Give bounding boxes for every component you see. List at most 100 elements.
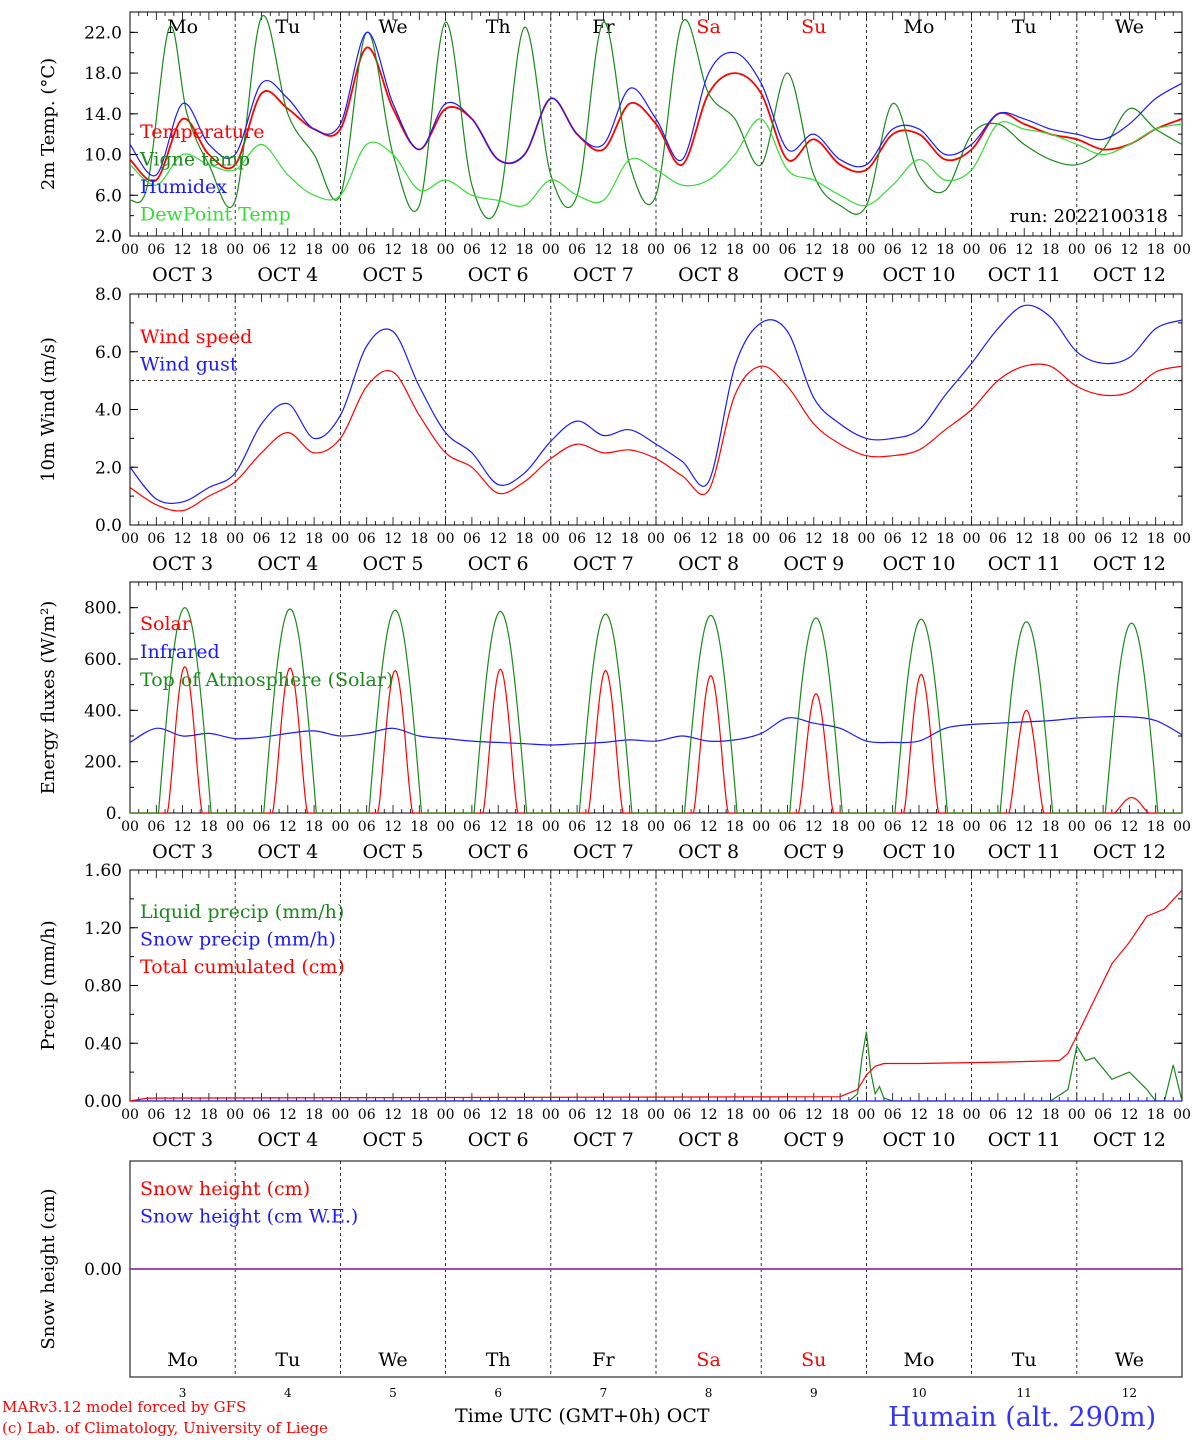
series-line	[130, 889, 1182, 1101]
legend-entry: Total cumulated (cm)	[140, 956, 345, 978]
hour-tick-label: 12	[384, 1107, 402, 1123]
hour-tick-label: 12	[700, 819, 718, 835]
weekday-label: Su	[801, 16, 826, 38]
date-label: OCT 7	[573, 264, 634, 286]
legend-entry: Wind gust	[140, 354, 238, 376]
hour-tick-label: 06	[1094, 819, 1112, 835]
date-label: OCT 11	[988, 264, 1061, 286]
hour-tick-label: 00	[331, 819, 349, 835]
panel-4: 0.00 0.40 0.80 1.20 1.60 Precip (mm/h) 00 06 12 1…	[38, 861, 1191, 1151]
hour-tick-label: 18	[1147, 242, 1165, 258]
hour-tick-label: 06	[463, 1107, 481, 1123]
hour-tick-label: 18	[305, 1107, 323, 1123]
date-label: OCT 6	[468, 1129, 529, 1151]
weekday-label: We	[1115, 1349, 1144, 1371]
hour-tick-label: 18	[1147, 819, 1165, 835]
y-tick-label: 1.60	[84, 861, 122, 881]
hour-tick-label: 06	[568, 242, 586, 258]
weekday-label: Sa	[696, 16, 720, 38]
x-axis-month: OCT	[666, 1405, 710, 1427]
weekday-label: Mo	[904, 1349, 935, 1371]
station-name: Humain (alt. 290m)	[888, 1402, 1157, 1433]
x-axis-title: Time UTC (GMT+0h) OCT	[455, 1405, 710, 1427]
y-tick-label: 2.0	[95, 227, 122, 247]
hour-tick-label: 00	[1173, 531, 1191, 547]
hour-tick-label: 00	[857, 819, 875, 835]
hour-tick-label: 12	[1120, 531, 1138, 547]
hour-tick-label: 12	[1120, 1107, 1138, 1123]
date-label: OCT 10	[882, 264, 955, 286]
y-tick-label: 18.0	[84, 64, 122, 84]
date-label: OCT 9	[783, 264, 844, 286]
hour-tick-label: 18	[621, 1107, 639, 1123]
series-line	[130, 304, 1182, 504]
hour-tick-label: 18	[831, 819, 849, 835]
hour-tick-label: 00	[963, 1107, 981, 1123]
weekday-label: Fr	[592, 1349, 615, 1371]
hour-tick-label: 12	[700, 1107, 718, 1123]
legend-entry: Infrared	[140, 641, 220, 663]
hour-tick-label: 18	[200, 819, 218, 835]
y-tick-label: 0.80	[84, 977, 122, 997]
hour-tick-label: 18	[1042, 819, 1060, 835]
hour-tick-label: 18	[936, 1107, 954, 1123]
hour-tick-label: 12	[594, 242, 612, 258]
legend-entry: Liquid precip (mm/h)	[140, 901, 344, 923]
x-axis-title-text: Time UTC (GMT+0h)	[455, 1405, 661, 1427]
date-label: OCT 12	[1093, 553, 1166, 575]
hour-tick-label: 06	[989, 819, 1007, 835]
hour-tick-label: 00	[437, 531, 455, 547]
hour-tick-label: 18	[621, 242, 639, 258]
hour-tick-label: 18	[200, 1107, 218, 1123]
date-label: OCT 8	[678, 553, 739, 575]
y-axis-label: 10m Wind (m/s)	[38, 337, 59, 482]
hour-tick-label: 12	[174, 1107, 192, 1123]
hour-tick-label: 18	[1042, 242, 1060, 258]
y-axis-label: Snow height (cm)	[38, 1188, 59, 1349]
day-number-label: 5	[389, 1386, 397, 1400]
hour-tick-label: 00	[963, 531, 981, 547]
y-tick-label: 0.	[106, 804, 122, 824]
hour-tick-label: 00	[331, 242, 349, 258]
hour-tick-label: 00	[121, 1107, 139, 1123]
date-label: OCT 8	[678, 1129, 739, 1151]
date-label: OCT 5	[363, 553, 424, 575]
date-label: OCT 12	[1093, 1129, 1166, 1151]
y-tick-label: 1.20	[84, 919, 122, 939]
hour-tick-label: 12	[700, 531, 718, 547]
hour-tick-label: 12	[700, 242, 718, 258]
date-label: OCT 4	[257, 841, 318, 863]
hour-tick-label: 06	[989, 1107, 1007, 1123]
weekday-label: Mo	[904, 16, 935, 38]
hour-tick-label: 06	[884, 1107, 902, 1123]
hour-tick-label: 12	[594, 1107, 612, 1123]
hour-tick-label: 12	[805, 1107, 823, 1123]
hour-tick-label: 18	[200, 531, 218, 547]
hour-tick-label: 06	[1094, 1107, 1112, 1123]
weekday-label: Tu	[1012, 16, 1037, 38]
hour-tick-label: 12	[1120, 819, 1138, 835]
y-tick-label: 0.0	[95, 516, 122, 536]
lab-credit: (c) Lab. of Climatology, University of L…	[2, 1419, 328, 1437]
hour-tick-label: 18	[831, 531, 849, 547]
hour-tick-label: 06	[1094, 242, 1112, 258]
weekday-label: Tu	[275, 16, 300, 38]
series-group	[130, 14, 1182, 220]
y-tick-label: 8.0	[95, 285, 122, 305]
hour-tick-label: 18	[410, 1107, 428, 1123]
legend-entry: Snow height (cm W.E.)	[140, 1206, 358, 1228]
y-axis-label: Precip (mm/h)	[38, 920, 59, 1050]
hour-tick-label: 18	[516, 242, 534, 258]
date-label: OCT 10	[882, 553, 955, 575]
hour-tick-label: 18	[726, 242, 744, 258]
hour-tick-label: 06	[358, 531, 376, 547]
y-axis-label: Energy fluxes (W/m²)	[38, 601, 59, 795]
series-group	[130, 304, 1182, 512]
legend-entry: Solar	[140, 613, 192, 635]
date-label: OCT 7	[573, 1129, 634, 1151]
date-label: OCT 12	[1093, 264, 1166, 286]
date-label: OCT 9	[783, 1129, 844, 1151]
hour-tick-label: 00	[857, 531, 875, 547]
run-annotation: run: 2022100318	[1010, 206, 1168, 227]
hour-tick-label: 12	[805, 242, 823, 258]
